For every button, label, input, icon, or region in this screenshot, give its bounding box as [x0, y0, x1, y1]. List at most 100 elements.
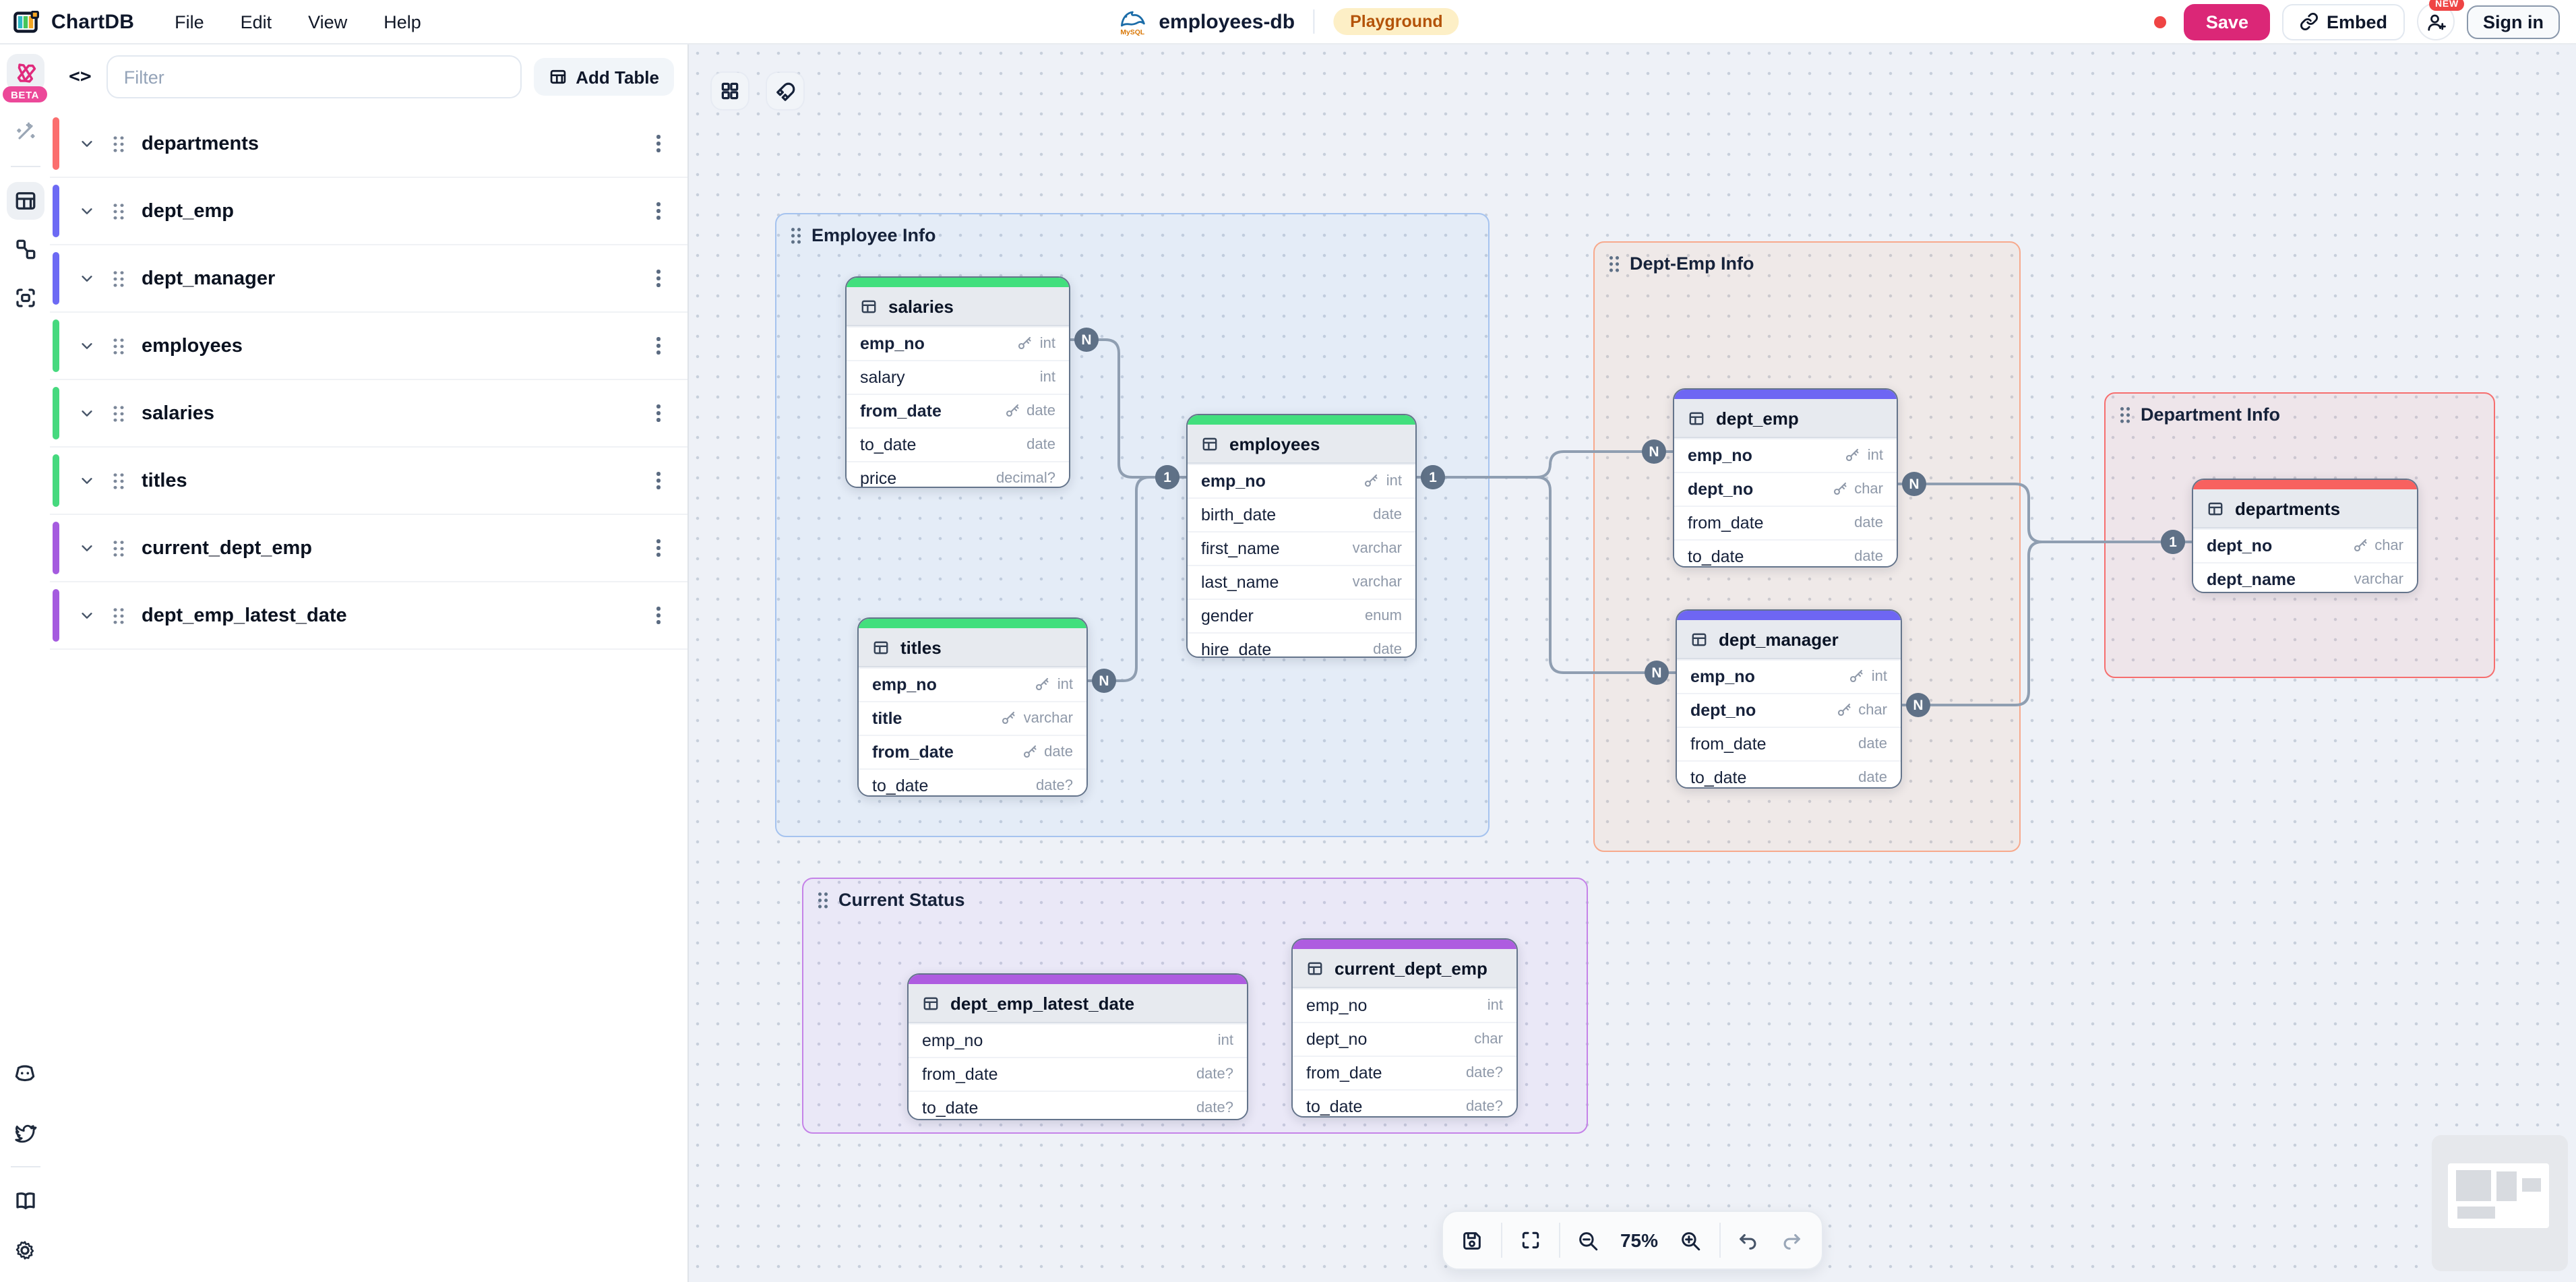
table-node[interactable]: titles emp_no int title varchar from_date date…	[857, 617, 1088, 797]
minimap[interactable]	[2432, 1135, 2568, 1271]
drag-handle-icon[interactable]	[112, 471, 125, 490]
more-options-icon[interactable]	[652, 332, 666, 360]
save-icon[interactable]	[1450, 1219, 1494, 1262]
table-list-item[interactable]: dept_emp_latest_date	[50, 582, 687, 650]
drag-handle-icon[interactable]	[112, 269, 125, 288]
relationship-edge[interactable]	[1414, 476, 1676, 674]
table-field-row[interactable]: from_date date	[847, 394, 1069, 427]
twitter-icon[interactable]	[6, 1113, 44, 1151]
table-field-row[interactable]: from_date date?	[909, 1057, 1247, 1091]
embed-button[interactable]: Embed	[2281, 3, 2405, 40]
table-field-row[interactable]: title varchar	[859, 701, 1086, 735]
drag-handle-icon[interactable]	[2119, 406, 2131, 423]
more-options-icon[interactable]	[652, 129, 666, 158]
filter-input[interactable]	[106, 55, 522, 98]
table-field-row[interactable]: to_date date?	[1293, 1089, 1516, 1116]
editor-pencils-icon[interactable]	[6, 54, 44, 92]
table-field-row[interactable]: emp_no int	[1677, 659, 1901, 693]
table-node[interactable]: employees emp_no int birth_date date first_na…	[1186, 414, 1417, 658]
menu-edit[interactable]: Edit	[240, 11, 272, 32]
table-field-row[interactable]: last_name varchar	[1188, 565, 1415, 599]
table-node[interactable]: departments dept_no char dept_name varchar	[2192, 479, 2418, 593]
areas-panel-icon[interactable]	[6, 279, 44, 317]
drag-handle-icon[interactable]	[112, 134, 125, 153]
invite-user-button[interactable]: NEW	[2417, 0, 2464, 40]
table-field-row[interactable]: emp_no int	[859, 667, 1086, 701]
table-field-row[interactable]: dept_no char	[2193, 528, 2417, 562]
table-field-row[interactable]: from_date date?	[1293, 1056, 1516, 1089]
save-button[interactable]: Save	[2184, 3, 2270, 40]
chevron-down-icon[interactable]	[71, 608, 101, 623]
table-node-header[interactable]: salaries	[847, 287, 1069, 326]
table-field-row[interactable]: dept_no char	[1293, 1022, 1516, 1056]
table-list-item[interactable]: dept_manager	[50, 245, 687, 313]
drag-handle-icon[interactable]	[112, 404, 125, 423]
table-field-row[interactable]: emp_no int	[909, 1023, 1247, 1057]
table-node-header[interactable]: current_dept_emp	[1293, 949, 1516, 988]
more-options-icon[interactable]	[652, 534, 666, 562]
table-field-row[interactable]: to_date date	[847, 427, 1069, 461]
docs-book-icon[interactable]	[6, 1182, 44, 1220]
drag-handle-icon[interactable]	[112, 336, 125, 355]
table-field-row[interactable]: to_date date	[1674, 539, 1897, 566]
table-field-row[interactable]: emp_no int	[1674, 438, 1897, 472]
drag-handle-icon[interactable]	[817, 891, 829, 909]
table-field-row[interactable]: emp_no int	[1293, 988, 1516, 1022]
signin-button[interactable]: Sign in	[2467, 5, 2560, 38]
drag-handle-icon[interactable]	[112, 202, 125, 220]
drag-handle-icon[interactable]	[1608, 255, 1620, 272]
zoom-in-icon[interactable]	[1669, 1219, 1712, 1262]
chevron-down-icon[interactable]	[71, 473, 101, 488]
table-field-row[interactable]: salary int	[847, 360, 1069, 394]
snap-magnet-icon[interactable]	[767, 73, 803, 109]
table-field-row[interactable]: from_date date	[859, 735, 1086, 768]
menu-file[interactable]: File	[175, 11, 204, 32]
table-node-header[interactable]: titles	[859, 628, 1086, 667]
table-node[interactable]: current_dept_emp emp_no int dept_no char from…	[1291, 938, 1518, 1118]
relationship-edge[interactable]	[1895, 483, 2192, 543]
relationships-panel-icon[interactable]	[6, 231, 44, 268]
table-field-row[interactable]: to_date date	[1677, 760, 1901, 787]
chevron-down-icon[interactable]	[71, 204, 101, 218]
relationship-edge[interactable]	[1085, 476, 1186, 682]
more-options-icon[interactable]	[652, 264, 666, 293]
table-field-row[interactable]: price decimal?	[847, 461, 1069, 487]
drag-handle-icon[interactable]	[112, 606, 125, 625]
menu-view[interactable]: View	[308, 11, 348, 32]
diagram-title[interactable]: employees-db	[1159, 10, 1295, 33]
relationship-edge[interactable]	[1414, 450, 1673, 479]
add-table-button[interactable]: Add Table	[534, 58, 674, 96]
magic-wand-icon[interactable]	[6, 113, 44, 151]
menu-help[interactable]: Help	[384, 11, 421, 32]
chevron-down-icon[interactable]	[71, 541, 101, 555]
table-node-header[interactable]: dept_emp_latest_date	[909, 984, 1247, 1023]
table-list-item[interactable]: titles	[50, 448, 687, 515]
table-node[interactable]: salaries emp_no int salary int from_date date t…	[845, 276, 1070, 488]
more-options-icon[interactable]	[652, 197, 666, 225]
chevron-down-icon[interactable]	[71, 136, 101, 151]
table-list-item[interactable]: employees	[50, 313, 687, 380]
table-field-row[interactable]: gender enum	[1188, 599, 1415, 632]
table-list-item[interactable]: salaries	[50, 380, 687, 448]
redo-icon[interactable]	[1770, 1219, 1813, 1262]
tables-panel-icon[interactable]	[6, 182, 44, 220]
table-list-item[interactable]: current_dept_emp	[50, 515, 687, 582]
diagram-canvas[interactable]: Employee Info Dept-Emp Info Department Inf…	[687, 43, 2576, 1282]
fit-view-icon[interactable]	[1508, 1219, 1552, 1262]
table-field-row[interactable]: birth_date date	[1188, 497, 1415, 531]
code-view-toggle[interactable]: <>	[69, 66, 92, 88]
drag-handle-icon[interactable]	[790, 226, 802, 244]
table-field-row[interactable]: first_name varchar	[1188, 531, 1415, 565]
table-field-row[interactable]: dept_name varchar	[2193, 562, 2417, 592]
table-list-item[interactable]: departments	[50, 111, 687, 178]
table-node[interactable]: dept_manager emp_no int dept_no char from_dat…	[1676, 609, 1902, 789]
table-field-row[interactable]: hire_date date	[1188, 632, 1415, 657]
chevron-down-icon[interactable]	[71, 406, 101, 421]
chevron-down-icon[interactable]	[71, 338, 101, 353]
table-node-header[interactable]: departments	[2193, 489, 2417, 528]
more-options-icon[interactable]	[652, 601, 666, 630]
table-field-row[interactable]: to_date date?	[859, 768, 1086, 795]
settings-gear-icon[interactable]	[6, 1231, 44, 1269]
table-field-row[interactable]: emp_no int	[1188, 464, 1415, 497]
undo-icon[interactable]	[1727, 1219, 1770, 1262]
